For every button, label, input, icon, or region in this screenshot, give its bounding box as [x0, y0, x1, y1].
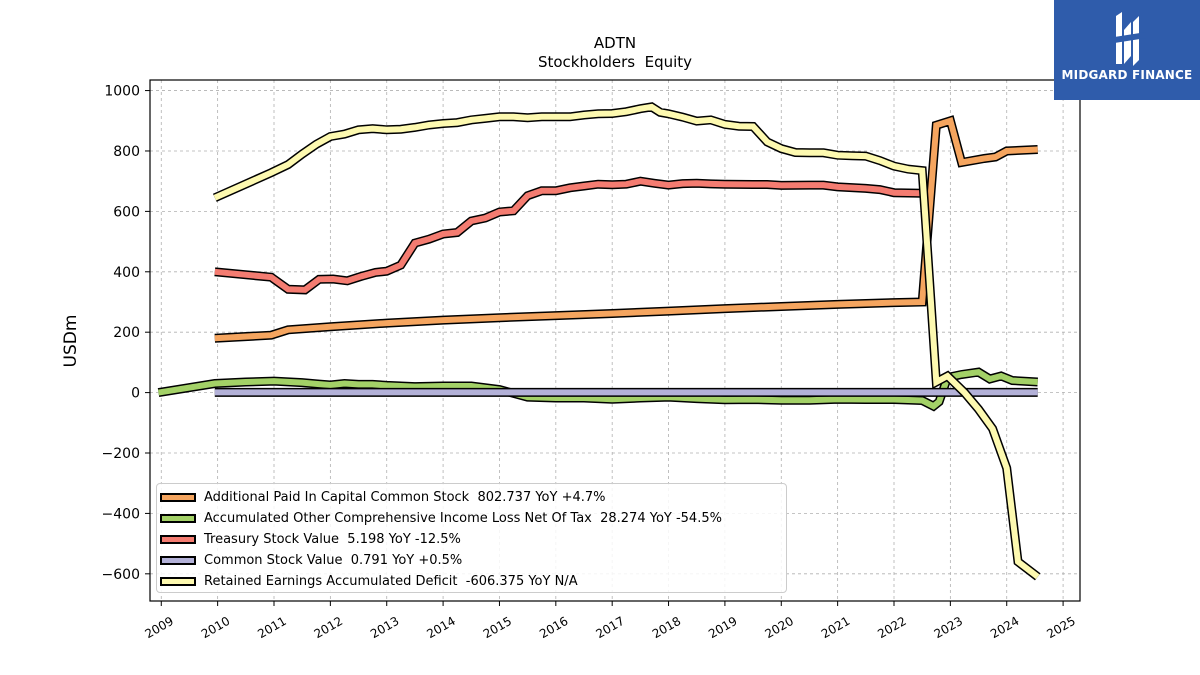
legend-item-treasury: Treasury Stock Value 5.198 YoY -12.5% — [157, 529, 461, 549]
legend-swatch-retained-earnings — [160, 576, 196, 586]
x-tick-label: 2022 — [875, 614, 908, 641]
x-tick-label: 2009 — [143, 614, 176, 641]
y-tick-label: 200 — [113, 325, 140, 341]
chart-title: ADTN — [594, 34, 636, 52]
midgard-finance-logo-icon — [1108, 12, 1146, 66]
x-tick-label: 2012 — [312, 614, 345, 641]
x-tick-label: 2024 — [988, 614, 1021, 641]
x-tick-label: 2014 — [424, 614, 457, 641]
y-tick-label: 1000 — [104, 84, 140, 100]
legend-label-retained-earnings: Retained Earnings Accumulated Deficit -6… — [204, 573, 578, 589]
x-tick-label: 2021 — [819, 614, 852, 641]
y-axis-label: USDm — [61, 315, 81, 368]
logo-brand-text: MIDGARD FINANCE — [1061, 68, 1193, 82]
y-tick-label: 0 — [131, 386, 140, 402]
x-tick-label: 2023 — [932, 614, 965, 641]
legend-label-treasury: Treasury Stock Value 5.198 YoY -12.5% — [204, 531, 461, 547]
legend-swatch-common-stock — [160, 555, 196, 565]
legend-swatch-treasury — [160, 534, 196, 544]
y-axis-ticks: −600 −400 −200 0 200 400 600 800 1000 — [102, 84, 150, 583]
series-line-retained-earnings — [213, 103, 1040, 580]
chart-legend: Additional Paid In Capital Common Stock … — [156, 483, 787, 593]
midgard-finance-logo: MIDGARD FINANCE — [1054, 0, 1200, 100]
legend-swatch-aoci — [160, 513, 196, 523]
plot-area-frame — [149, 79, 1081, 602]
y-tick-label: −400 — [102, 506, 140, 522]
legend-swatch-apic — [160, 492, 196, 502]
series-outline-apic — [214, 115, 1038, 343]
series-lines — [157, 102, 1041, 581]
legend-label-apic: Additional Paid In Capital Common Stock … — [204, 489, 606, 505]
series-line-apic — [214, 116, 1038, 342]
legend-item-common-stock: Common Stock Value 0.791 YoY +0.5% — [157, 550, 462, 570]
y-tick-label: 600 — [113, 204, 140, 220]
x-tick-label: 2015 — [481, 614, 514, 641]
x-tick-label: 2013 — [368, 614, 401, 641]
chart-subtitle: Stockholders Equity — [538, 53, 692, 71]
legend-label-aoci: Accumulated Other Comprehensive Income L… — [204, 510, 722, 526]
y-tick-label: 800 — [113, 144, 140, 160]
series-line-aoci — [158, 368, 1038, 410]
series-apic — [214, 115, 1038, 343]
x-tick-label: 2016 — [537, 614, 570, 641]
series-treasury — [214, 176, 923, 295]
x-tick-label: 2010 — [199, 614, 232, 641]
legend-label-common-stock: Common Stock Value 0.791 YoY +0.5% — [204, 552, 463, 568]
legend-item-aoci: Accumulated Other Comprehensive Income L… — [157, 508, 722, 528]
series-aoci — [157, 367, 1038, 412]
x-tick-label: 2025 — [1044, 614, 1077, 641]
x-tick-label: 2017 — [593, 614, 626, 641]
legend-item-apic: Additional Paid In Capital Common Stock … — [157, 487, 606, 507]
x-tick-label: 2018 — [650, 614, 683, 641]
y-tick-label: 400 — [113, 265, 140, 281]
y-tick-label: −600 — [102, 567, 140, 583]
x-tick-label: 2011 — [255, 614, 288, 641]
x-tick-label: 2020 — [763, 614, 796, 641]
legend-item-retained-earnings: Retained Earnings Accumulated Deficit -6… — [157, 571, 578, 591]
x-axis-ticks: 2009 2010 2011 2012 2013 2014 2015 2016 2017 2018… — [143, 601, 1078, 641]
series-outline-treasury — [214, 176, 923, 295]
series-retained-earnings — [212, 102, 1041, 581]
series-line-treasury — [214, 178, 923, 293]
x-tick-label: 2019 — [706, 614, 739, 641]
y-tick-label: −200 — [102, 446, 140, 462]
